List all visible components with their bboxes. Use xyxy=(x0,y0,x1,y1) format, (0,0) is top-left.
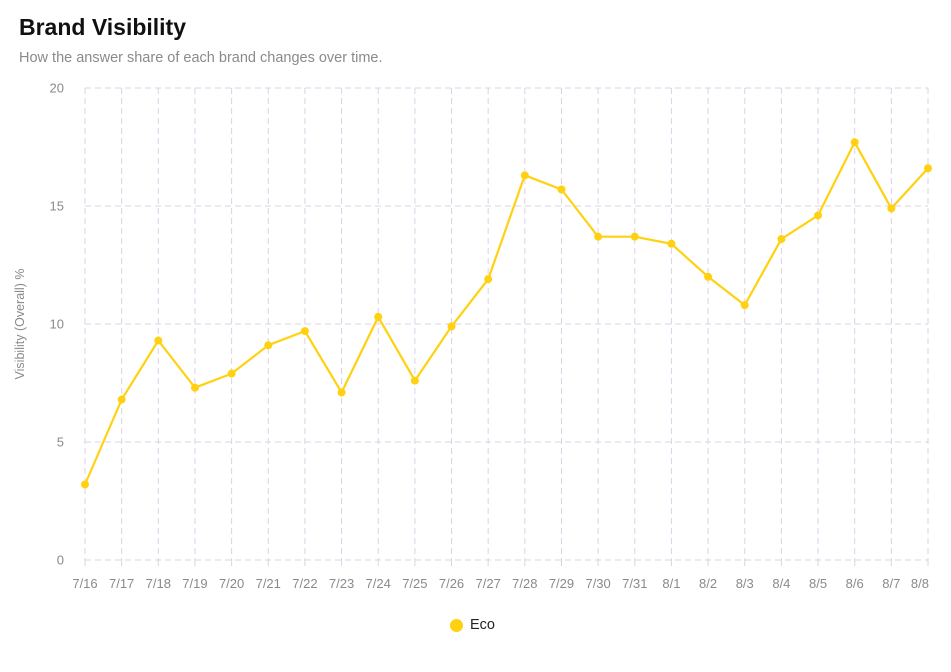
data-point xyxy=(300,327,309,336)
data-point xyxy=(667,239,676,248)
x-tick-label: 7/21 xyxy=(256,576,281,591)
x-tick-label: 8/6 xyxy=(846,576,864,591)
series-line-eco xyxy=(83,141,930,486)
x-tick-label: 7/24 xyxy=(366,576,391,591)
x-tick-label: 7/31 xyxy=(622,576,647,591)
data-point xyxy=(154,336,163,345)
data-point xyxy=(337,388,346,397)
data-point xyxy=(777,235,786,244)
data-point xyxy=(117,395,126,404)
legend-item-eco[interactable]: Eco xyxy=(450,617,495,633)
y-tick-label: 15 xyxy=(50,199,64,214)
data-point xyxy=(850,138,859,147)
data-point xyxy=(520,171,529,180)
y-axis-title: Visibility (Overall) % xyxy=(13,269,27,380)
data-point xyxy=(374,312,383,321)
x-tick-label: 7/22 xyxy=(292,576,317,591)
data-point xyxy=(227,369,236,378)
legend-label-eco: Eco xyxy=(470,617,495,633)
data-point xyxy=(740,301,749,310)
x-tick-label: 8/8 xyxy=(911,576,929,591)
data-point xyxy=(704,272,713,281)
x-tick-label: 8/3 xyxy=(736,576,754,591)
data-point xyxy=(814,211,823,220)
x-tick-label: 8/7 xyxy=(882,576,900,591)
data-point xyxy=(410,376,419,385)
x-tick-label: 7/29 xyxy=(549,576,574,591)
x-tick-label: 8/2 xyxy=(699,576,717,591)
x-tick-label: 7/23 xyxy=(329,576,354,591)
data-point xyxy=(190,383,199,392)
y-tick-label: 0 xyxy=(57,553,64,568)
data-point xyxy=(887,204,896,213)
data-point xyxy=(447,322,456,331)
chart-subtitle: How the answer share of each brand chang… xyxy=(19,50,383,66)
x-tick-label: 7/27 xyxy=(476,576,501,591)
x-tick-label: 7/30 xyxy=(585,576,610,591)
data-point xyxy=(484,275,493,284)
x-tick-label: 8/1 xyxy=(662,576,680,591)
x-tick-label: 7/26 xyxy=(439,576,464,591)
x-tick-label: 8/5 xyxy=(809,576,827,591)
x-tick-label: 7/25 xyxy=(402,576,427,591)
x-tick-label: 7/16 xyxy=(72,576,97,591)
x-tick-label: 7/17 xyxy=(109,576,134,591)
legend-swatch-eco xyxy=(450,618,463,632)
line-chart: 0 5 10 15 20 7/16 7/17 7/18 7/19 7/20 7/21 7/22 7/23… xyxy=(13,81,932,591)
x-tick-label: 7/28 xyxy=(512,576,537,591)
data-point xyxy=(557,185,566,194)
data-point xyxy=(594,232,603,241)
chart-title: Brand Visibility xyxy=(19,14,187,40)
x-tick-label: 8/4 xyxy=(772,576,790,591)
y-tick-label: 20 xyxy=(50,81,64,96)
data-point xyxy=(630,232,639,241)
x-tick-label: 7/20 xyxy=(219,576,244,591)
data-point xyxy=(81,480,89,489)
x-tick-label: 7/18 xyxy=(146,576,171,591)
x-tick-label: 7/19 xyxy=(182,576,207,591)
y-tick-label: 10 xyxy=(50,317,64,332)
data-point xyxy=(924,164,932,173)
y-tick-label: 5 xyxy=(57,435,64,450)
data-point xyxy=(264,341,273,350)
